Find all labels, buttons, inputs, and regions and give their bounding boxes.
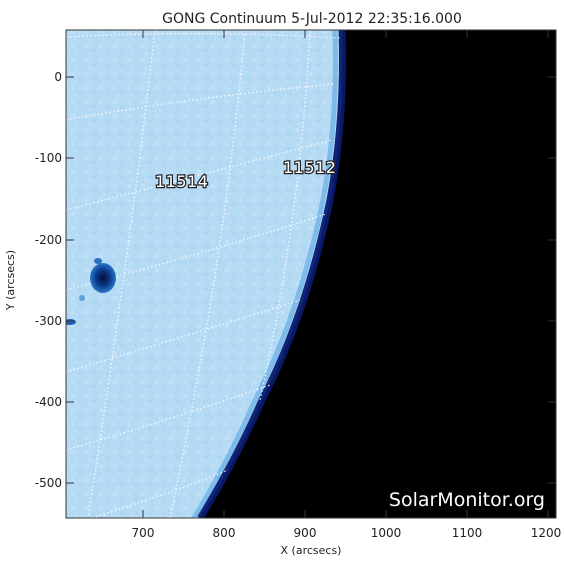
x-tick-label: 1000: [371, 526, 402, 540]
solar-limb-inner: [191, 30, 338, 518]
x-tick-label: 800: [213, 526, 236, 540]
x-axis: 700 800 900 1000 1100 1200 X (arcsecs): [132, 30, 562, 557]
y-tick-label: 0: [54, 70, 62, 84]
region-label-11512: 11512: [283, 158, 336, 177]
y-tick-label: -400: [35, 395, 62, 409]
y-tick-label: -100: [35, 151, 62, 165]
x-axis-label: X (arcsecs): [281, 544, 342, 557]
solar-image: [66, 30, 556, 518]
y-axis: 0 -100 -200 -300 -400 -500 Y (arcsecs): [4, 70, 556, 490]
y-axis-label: Y (arcsecs): [4, 250, 17, 311]
x-tick-label: 700: [132, 526, 155, 540]
heliographic-grid: [66, 30, 341, 518]
solar-disk: [66, 30, 343, 518]
watermark: SolarMonitor.org: [389, 489, 545, 511]
y-tick-label: -300: [35, 314, 62, 328]
y-tick-label: -500: [35, 476, 62, 490]
figure-title: GONG Continuum 5-Jul-2012 22:35:16.000: [162, 11, 462, 27]
plot-frame: [65, 29, 557, 519]
x-tick-label: 1200: [531, 526, 562, 540]
region-label-11514: 11514: [155, 172, 208, 191]
solar-limb: [197, 30, 346, 518]
x-tick-label: 900: [294, 526, 317, 540]
y-tick-label: -200: [35, 233, 62, 247]
sunspot-group: [66, 258, 116, 325]
x-tick-label: 1100: [452, 526, 483, 540]
